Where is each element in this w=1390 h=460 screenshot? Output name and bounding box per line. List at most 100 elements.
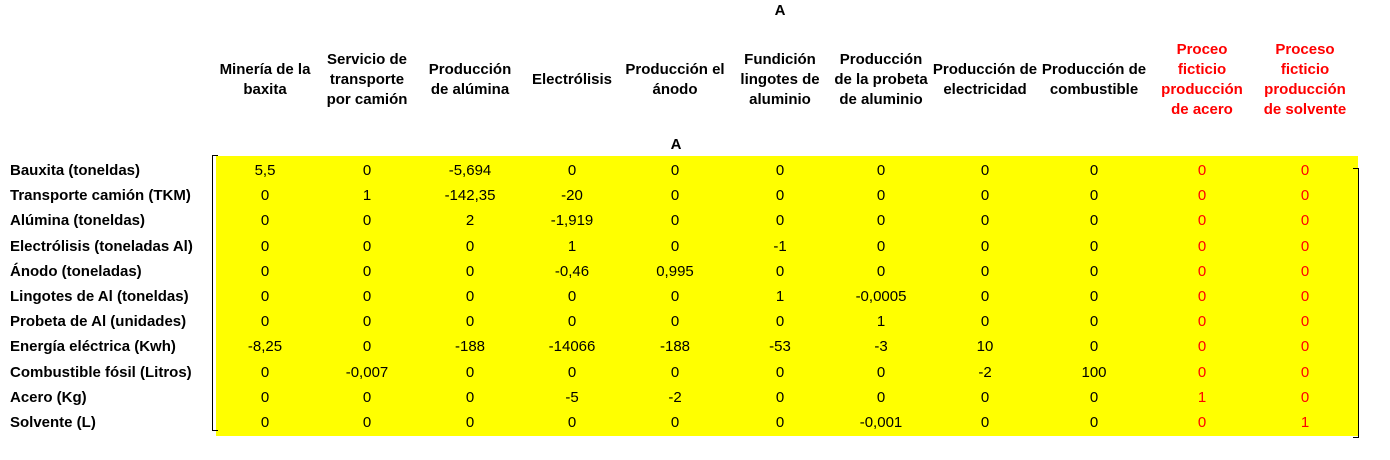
matrix-cell: 0 [362, 313, 372, 331]
matrix-cell: -0,007 [345, 363, 389, 381]
matrix-cell: -0,46 [554, 262, 590, 280]
matrix-cell: 0 [980, 388, 990, 406]
column-header: Servicio de transporte por camión [326, 51, 408, 108]
matrix-cell: 0 [1089, 187, 1099, 205]
matrix-cell: 0 [1300, 363, 1310, 381]
row-label: Energía eléctrica (Kwh) [10, 338, 176, 356]
matrix-cell: 0 [1089, 162, 1099, 179]
matrix-cell: 0 [775, 414, 785, 431]
matrix-cell: -3 [874, 338, 888, 356]
matrix-bracket-right [1353, 168, 1359, 438]
matrix-cell: 0 [1197, 288, 1207, 305]
matrix-cell: 0 [670, 313, 680, 331]
column-header: Producción de electricidad [932, 61, 1038, 98]
column-header: Producción de alúmina [428, 61, 512, 98]
matrix-cell: 0,995 [656, 262, 694, 280]
matrix-cell: 1 [1300, 414, 1310, 431]
matrix-cell: 0 [670, 237, 680, 255]
matrix-cell: 0 [876, 388, 886, 406]
row-label: Solvente (L) [10, 414, 96, 431]
matrix-cell: 0 [1300, 338, 1310, 356]
matrix-cell: 1 [775, 288, 785, 305]
row-label: Transporte camión (TKM) [10, 187, 191, 205]
matrix-cell: 0 [465, 288, 475, 305]
matrix-cell: 0 [1300, 288, 1310, 305]
matrix-cell: 0 [465, 414, 475, 431]
matrix-cell: 0 [260, 288, 270, 305]
column-header: Proceo ficticio producción de acero [1161, 41, 1243, 118]
matrix-cell: 100 [1081, 363, 1107, 381]
matrix-cell: 0 [260, 212, 270, 230]
matrix-cell: -53 [769, 338, 791, 356]
matrix-cell: 0 [775, 388, 785, 406]
matrix-cell: 0 [876, 162, 886, 179]
matrix-cell: 0 [260, 187, 270, 205]
matrix-cell: 10 [976, 338, 994, 356]
matrix-cell: -1 [773, 237, 787, 255]
matrix-cell: 0 [1089, 338, 1099, 356]
matrix-cell: 0 [362, 288, 372, 305]
matrix-cell: 0 [670, 212, 680, 230]
matrix-cell: 0 [1089, 414, 1099, 431]
matrix-cell: 0 [980, 414, 990, 431]
row-label: Ánodo (toneladas) [10, 262, 142, 280]
matrix-cell: 0 [1197, 338, 1207, 356]
matrix-cell: 0 [775, 212, 785, 230]
matrix-cell: 2 [465, 212, 475, 230]
matrix-cell: -8,25 [247, 338, 283, 356]
matrix-cell: 0 [670, 162, 680, 179]
matrix-cell: 0 [465, 313, 475, 331]
matrix-cell: -0,0005 [855, 288, 907, 305]
matrix-cell: -1,919 [550, 212, 594, 230]
column-header: Producción el ánodo [625, 61, 725, 98]
matrix-cell: -2 [668, 388, 682, 406]
matrix-cell: 0 [465, 262, 475, 280]
row-label: Probeta de Al (unidades) [10, 313, 187, 331]
matrix-cell: 0 [260, 262, 270, 280]
row-label: Bauxita (toneldas) [10, 162, 141, 179]
matrix-cell: 0 [1300, 187, 1310, 205]
matrix-cell: 0 [1300, 162, 1310, 179]
matrix-cell: 0 [980, 262, 990, 280]
matrix-cell: 0 [362, 414, 372, 431]
matrix-cell: -5,694 [448, 162, 492, 179]
column-header: Minería de la baxita [219, 61, 311, 98]
matrix-cell: -142,35 [444, 187, 496, 205]
matrix-highlight [216, 156, 1358, 436]
matrix-cell: 0 [567, 162, 577, 179]
matrix-cell: -0,001 [859, 414, 903, 431]
matrix-title-a: A [670, 136, 682, 153]
matrix-title-top: A [774, 2, 786, 19]
matrix-cell: 0 [876, 363, 886, 381]
matrix-cell: 0 [876, 262, 886, 280]
matrix-cell: 0 [1197, 313, 1207, 331]
matrix-cell: 0 [1300, 388, 1310, 406]
column-header: Electrólisis [531, 71, 613, 88]
matrix-cell: 0 [260, 363, 270, 381]
matrix-cell: 0 [1197, 237, 1207, 255]
matrix-cell: 0 [260, 388, 270, 406]
matrix-cell: 0 [362, 212, 372, 230]
matrix-cell: 0 [260, 313, 270, 331]
matrix-cell: 0 [980, 237, 990, 255]
matrix-cell: 0 [1197, 414, 1207, 431]
matrix-cell: 1 [876, 313, 886, 331]
matrix-cell: 0 [1300, 262, 1310, 280]
matrix-cell: 0 [1089, 288, 1099, 305]
matrix-cell: 0 [775, 313, 785, 331]
matrix-bracket-left [212, 155, 218, 431]
matrix-cell: 0 [670, 288, 680, 305]
matrix-cell: 0 [876, 212, 886, 230]
matrix-cell: 0 [567, 288, 577, 305]
matrix-cell: 0 [775, 262, 785, 280]
matrix-cell: -188 [454, 338, 486, 356]
matrix-cell: 0 [567, 414, 577, 431]
matrix-cell: 1 [567, 237, 577, 255]
matrix-cell: 0 [465, 363, 475, 381]
row-label: Alúmina (toneldas) [10, 212, 146, 230]
row-label: Combustible fósil (Litros) [10, 363, 192, 381]
matrix-cell: 0 [980, 212, 990, 230]
matrix-cell: 0 [876, 187, 886, 205]
matrix-cell: 0 [1197, 187, 1207, 205]
matrix-cell: 0 [1197, 363, 1207, 381]
